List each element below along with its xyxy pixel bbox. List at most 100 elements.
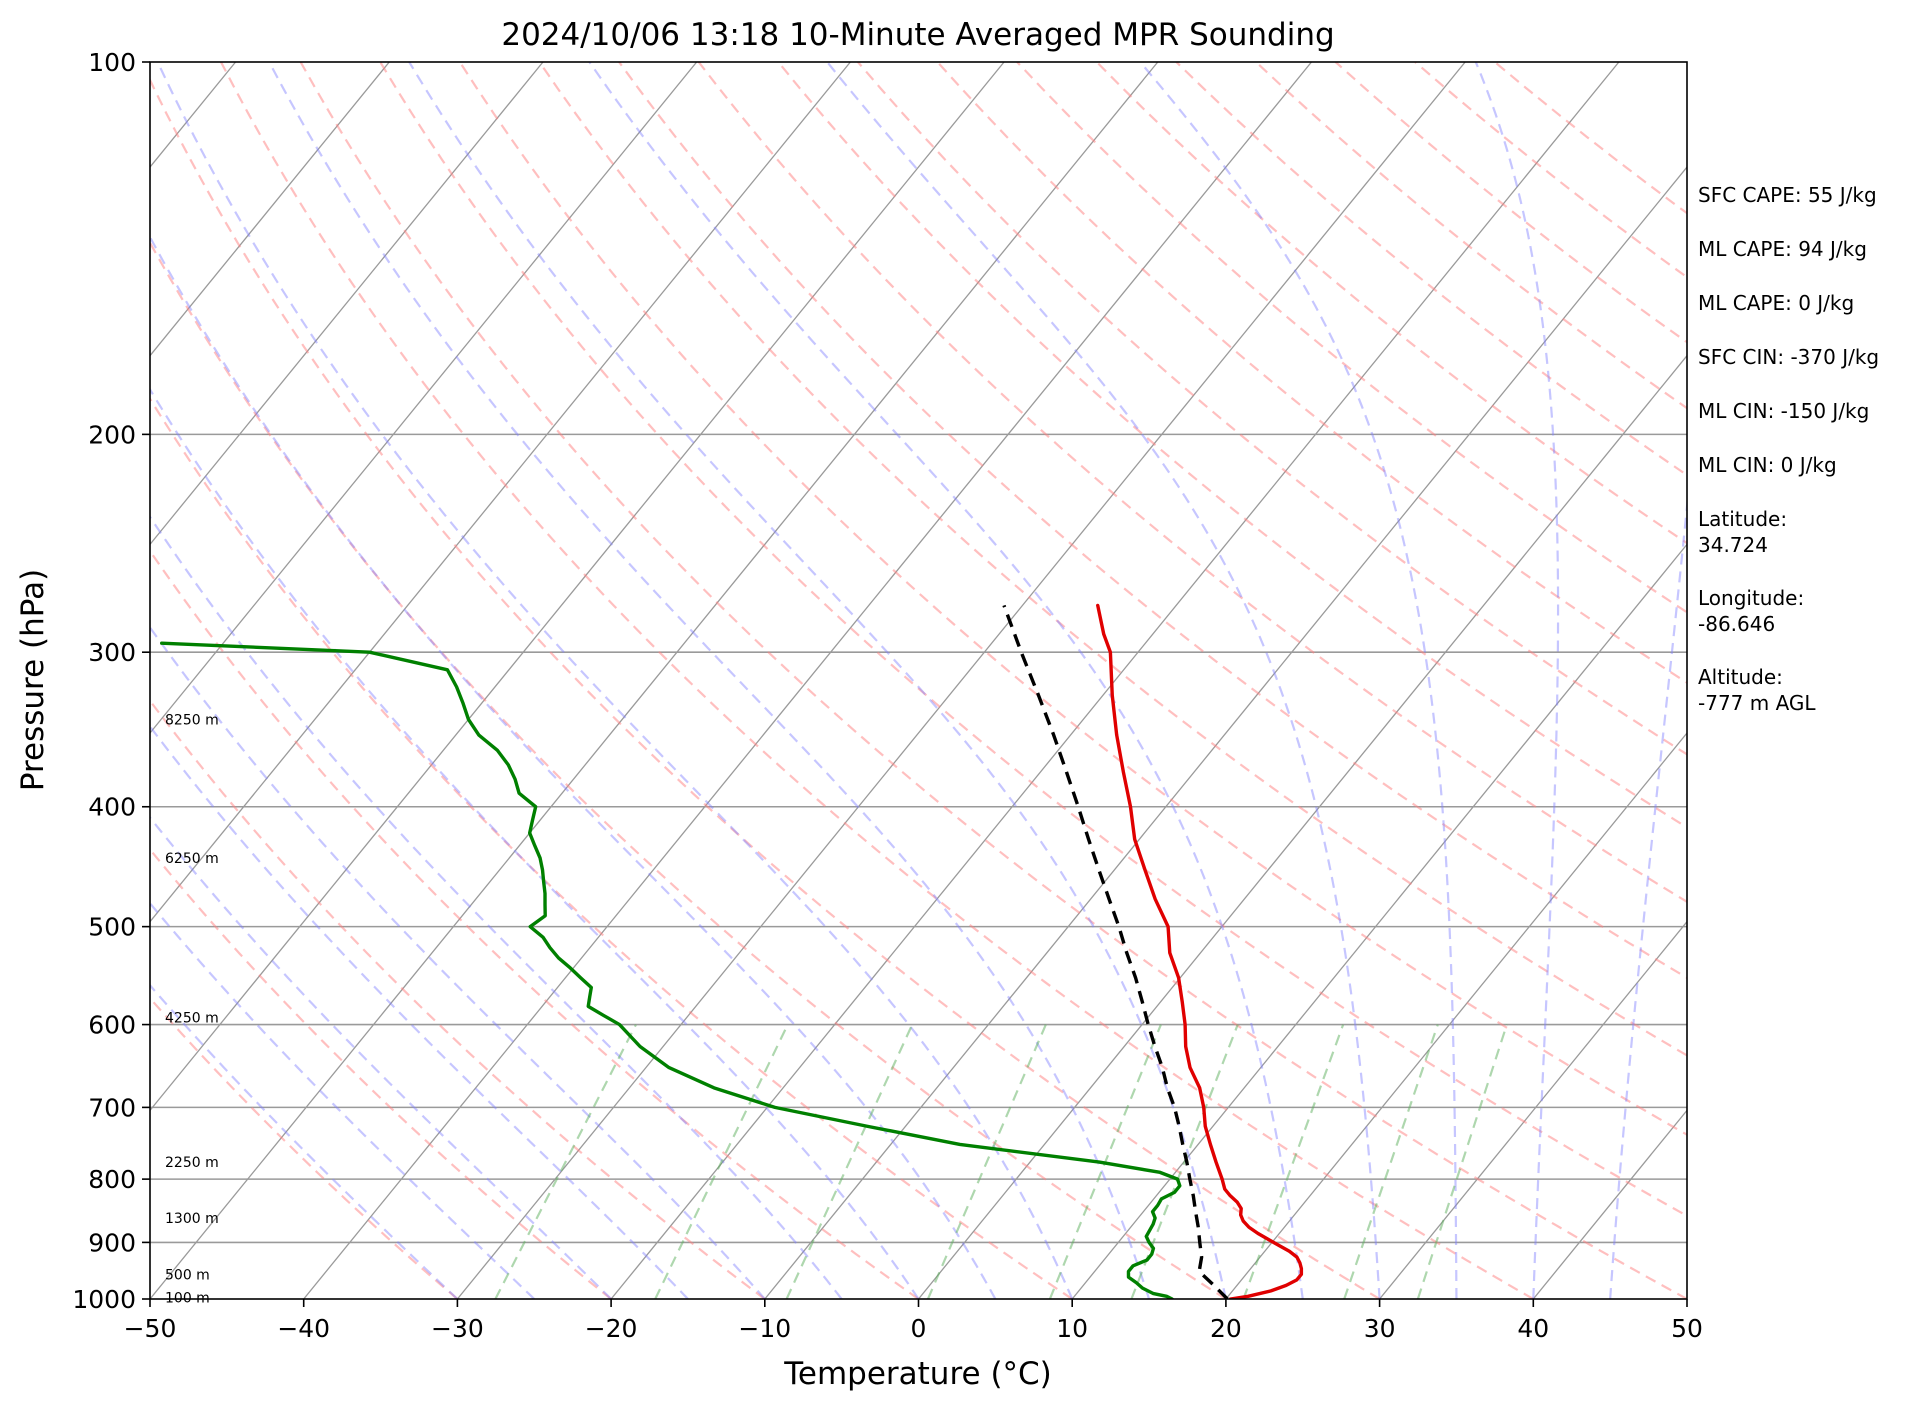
x-tick-label: 50	[1671, 1314, 1703, 1343]
height-label: 1300 m	[165, 1211, 219, 1227]
isotherm-line	[303, 62, 1312, 1299]
moist-adiabat	[150, 724, 689, 1299]
mixing-ratio-line	[785, 1024, 914, 1299]
x-tick-label: −30	[431, 1314, 484, 1343]
stat-altitude: Altitude: -777 m AGL	[1698, 665, 1908, 717]
altitude-value: -777 m AGL	[1698, 691, 1816, 715]
longitude-label: Longitude:	[1698, 586, 1805, 610]
y-tick-label: 200	[88, 420, 136, 449]
moist-adiabat	[408, 62, 1227, 1299]
mixing-ratio-line	[1416, 1024, 1508, 1299]
mixing-ratio-line	[1242, 1024, 1345, 1299]
moist-adiabat	[150, 514, 843, 1299]
moist-adiabat	[150, 815, 612, 1299]
dry-adiabat	[777, 62, 1687, 829]
isotherm-line	[150, 62, 544, 546]
longitude-value: -86.646	[1698, 612, 1776, 636]
dry-adiabat	[150, 77, 1381, 1299]
y-tick-label: 800	[88, 1165, 136, 1194]
moist-adiabat	[150, 625, 766, 1299]
x-tick-label: 20	[1210, 1314, 1242, 1343]
mixing-ratio-line	[1130, 1024, 1239, 1299]
y-tick-label: 1000	[72, 1285, 136, 1314]
dry-adiabat	[150, 996, 459, 1299]
altitude-label: Altitude:	[1698, 665, 1783, 689]
height-label: 8250 m	[165, 712, 219, 728]
dry-adiabat	[618, 62, 1687, 980]
isotherm-line	[1225, 731, 1687, 1299]
height-label: 500 m	[165, 1267, 210, 1283]
isotherm-line	[917, 354, 1687, 1299]
height-label: 2250 m	[165, 1155, 219, 1171]
sounding-lines	[160, 603, 1304, 1299]
stat-ml-cape: ML CAPE: 94 J/kg	[1698, 237, 1867, 261]
dry-adiabat	[538, 62, 1687, 1057]
moist-adiabat	[588, 62, 1304, 1299]
isotherm-line	[764, 166, 1687, 1299]
mixing-ratio-line	[494, 1024, 637, 1299]
x-axis-ticks: −50 −40 −30 −20 −10 0 10 20 30 40 50	[124, 1299, 1703, 1343]
moist-adiabat	[1609, 495, 1687, 1299]
background-lines	[150, 62, 1687, 1299]
isotherm-line	[1379, 920, 1687, 1299]
mixing-ratio-line	[926, 1024, 1047, 1299]
isotherm-line	[150, 62, 1159, 1299]
isotherm-line	[150, 62, 698, 735]
stat-sfc-cape: SFC CAPE: 55 J/kg	[1698, 183, 1877, 207]
dry-adiabat	[150, 847, 612, 1299]
moist-adiabat	[156, 62, 1074, 1299]
latitude-value: 34.724	[1698, 533, 1768, 557]
isotherm-line	[150, 62, 1005, 1112]
isotherm-line	[150, 62, 851, 923]
dry-adiabat	[936, 62, 1687, 684]
x-tick-label: 0	[911, 1314, 927, 1343]
parcel-path-line	[1002, 604, 1229, 1299]
height-label: 4250 m	[165, 1010, 219, 1026]
x-axis-label: Temperature (°C)	[783, 1356, 1052, 1392]
dry-adiabat	[299, 62, 1687, 1299]
stat-latitude: Latitude: 34.724	[1698, 507, 1908, 559]
y-tick-label: 100	[88, 48, 136, 77]
latitude-label: Latitude:	[1698, 507, 1788, 531]
isotherm-line	[150, 62, 390, 357]
dry-adiabat	[458, 62, 1687, 1136]
stat-ml-cin: ML CIN: -150 J/kg	[1698, 399, 1870, 423]
y-axis-label: Pressure (hPa)	[15, 569, 51, 791]
mixing-ratio-line	[1343, 1024, 1439, 1299]
dry-adiabat	[150, 396, 1073, 1299]
moist-adiabat	[150, 983, 459, 1299]
x-tick-label: −40	[277, 1314, 330, 1343]
dry-adiabat	[150, 240, 1227, 1299]
y-tick-label: 600	[88, 1011, 136, 1040]
height-label: 6250 m	[165, 851, 219, 867]
stats-panel: SFC CAPE: 55 J/kg ML CAPE: 94 J/kg ML CA…	[1698, 183, 1908, 744]
mixing-ratio-line	[654, 1024, 789, 1299]
moist-adiabat	[1474, 62, 1560, 1299]
moist-adiabat	[150, 387, 920, 1299]
isotherm-line	[610, 62, 1620, 1299]
x-tick-label: −50	[124, 1314, 177, 1343]
y-tick-label: 700	[88, 1093, 136, 1122]
isotherm-line	[456, 62, 1466, 1299]
dry-adiabat	[379, 62, 1687, 1218]
x-tick-label: −10	[738, 1314, 791, 1343]
x-tick-label: 10	[1056, 1314, 1088, 1343]
moist-adiabat	[1139, 62, 1458, 1299]
chart-title: 2024/10/06 13:18 10-Minute Averaged MPR …	[501, 17, 1334, 53]
temperature-profile-line	[1096, 603, 1304, 1299]
stat-ml-cape-2: ML CAPE: 0 J/kg	[1698, 291, 1855, 315]
y-tick-label: 400	[88, 793, 136, 822]
plot-frame	[149, 61, 1688, 1300]
y-tick-label: 900	[88, 1228, 136, 1257]
dry-adiabat	[150, 698, 766, 1299]
dry-adiabat	[220, 62, 1534, 1299]
stat-longitude: Longitude: -86.646	[1698, 586, 1908, 638]
moist-adiabat	[150, 234, 997, 1299]
y-tick-label: 300	[88, 638, 136, 667]
stat-sfc-cin: SFC CIN: -370 J/kg	[1698, 345, 1880, 369]
dewpoint-profile-line	[160, 641, 1182, 1299]
moist-adiabat	[268, 62, 1151, 1299]
isotherm-line	[1071, 543, 1687, 1299]
moist-adiabat	[150, 901, 536, 1299]
y-tick-label: 500	[88, 913, 136, 942]
